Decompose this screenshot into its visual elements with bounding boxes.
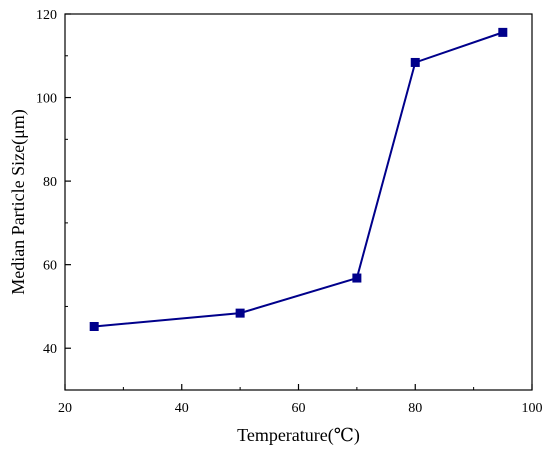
data-point-marker [235,308,245,318]
x-tick-label: 100 [522,401,543,416]
y-axis-ticks: 40 60 80 100 120 [36,8,71,391]
plot-area [64,13,533,391]
x-axis-ticks: 20 40 60 80 100 [58,384,543,416]
series-layer [89,27,508,331]
x-axis-label: Temperature(℃) [237,425,360,446]
y-tick-label: 60 [43,259,57,274]
y-tick-label: 80 [43,175,57,190]
data-point-marker [89,321,99,331]
series-line [94,31,504,328]
data-point-marker [498,27,508,37]
x-tick-label: 60 [292,401,306,416]
y-tick-label: 40 [43,342,57,357]
x-tick-label: 80 [408,401,422,416]
y-tick-label: 100 [36,92,57,107]
plot-frame [64,13,533,391]
data-point-marker [352,273,362,283]
y-tick-label: 120 [36,8,57,23]
y-axis-label: Median Particle Size(μm) [8,109,29,295]
x-tick-label: 20 [58,401,72,416]
x-tick-label: 40 [175,401,189,416]
data-point-marker [410,57,420,67]
